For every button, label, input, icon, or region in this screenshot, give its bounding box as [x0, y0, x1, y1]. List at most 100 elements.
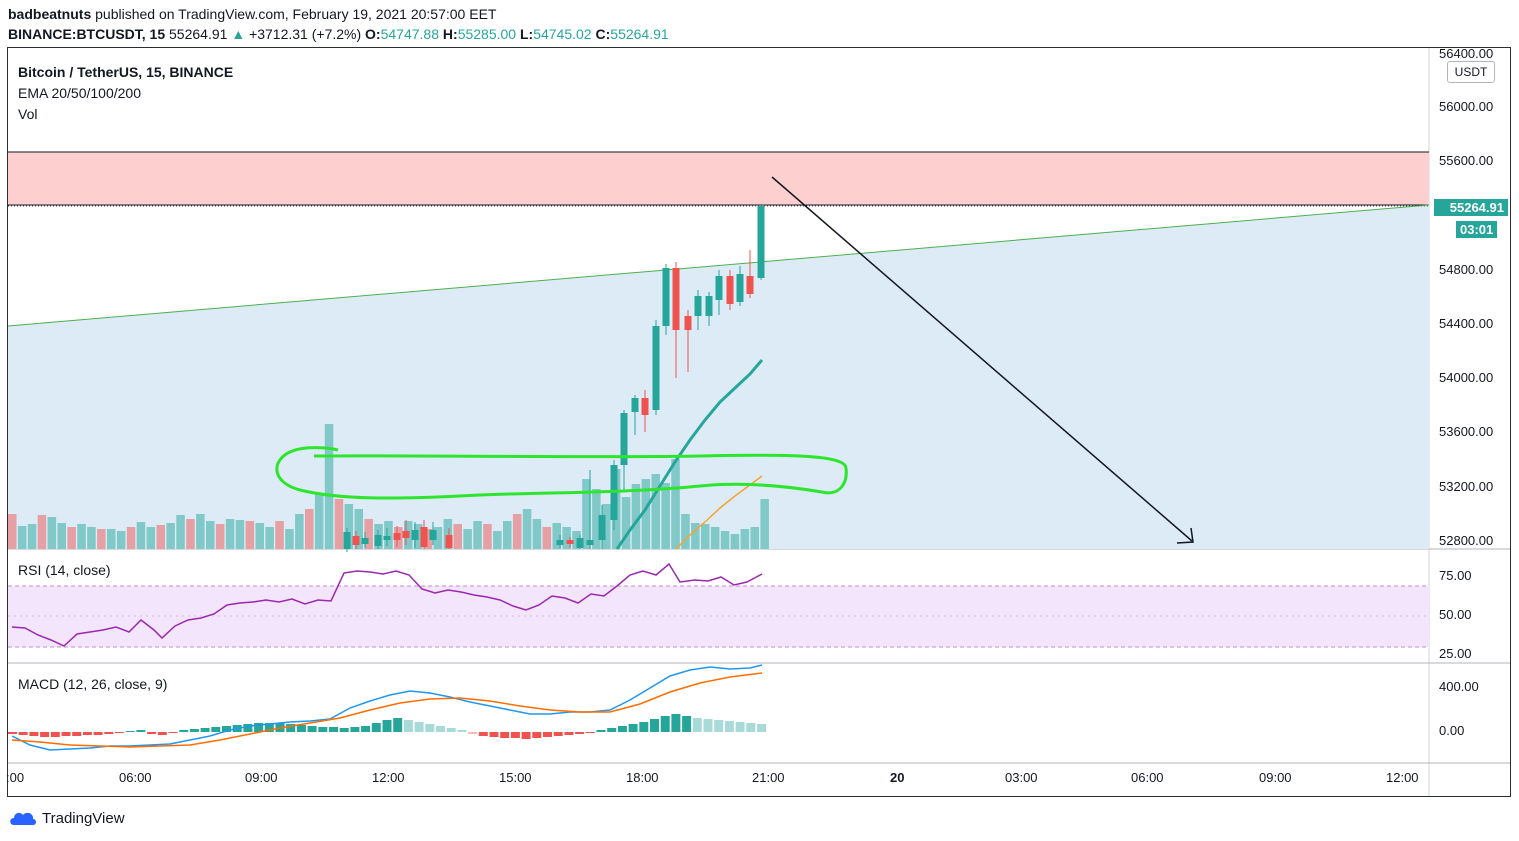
volume-bar: [641, 479, 651, 549]
ohlc-bar: BINANCE:BTCUSDT, 15 55264.91 ▲ +3712.31 …: [8, 26, 669, 42]
volume-bar: [255, 523, 264, 549]
candle-body: [420, 527, 428, 547]
volume-bar: [602, 504, 611, 549]
histogram-bar: [50, 732, 60, 737]
candle-body: [598, 515, 606, 540]
volume-bar: [532, 519, 542, 549]
price-tick-label: 56000.00: [1439, 99, 1494, 114]
high-label: H:: [442, 26, 458, 42]
candle-body: [672, 268, 680, 330]
volume-bar: [47, 517, 57, 549]
volume-bar: [77, 524, 86, 549]
candle-body: [726, 276, 734, 304]
volume-bar: [97, 529, 106, 549]
chart-frame[interactable]: [7, 47, 1511, 797]
trendline[interactable]: [7, 204, 1430, 327]
volume-bar: [473, 521, 482, 549]
histogram-bar: [222, 726, 231, 732]
symbol-label: BINANCE:BTCUSDT, 15: [8, 26, 166, 42]
candle-body: [694, 296, 702, 316]
author-name[interactable]: badbeatnuts: [8, 6, 92, 22]
chart-title[interactable]: Bitcoin / TetherUS, 15, BINANCE: [18, 64, 234, 80]
candle-body: [705, 296, 713, 316]
macd-tick-label: 400.00: [1439, 679, 1479, 694]
volume-bar: [295, 514, 304, 549]
volume-bar: [37, 515, 47, 549]
projection-arrow[interactable]: [771, 176, 1193, 542]
volume-bar: [582, 479, 591, 549]
volume-bar: [760, 499, 769, 549]
histogram-bar: [446, 728, 456, 732]
candle-body: [736, 274, 744, 302]
histogram-bar: [296, 725, 306, 732]
histogram-bar: [200, 728, 210, 732]
candle-body: [402, 531, 410, 538]
histogram-bar: [115, 732, 124, 733]
rsi-line: [11, 562, 763, 647]
candle-body: [662, 268, 670, 326]
volume-bar: [17, 526, 27, 549]
candle-body: [411, 530, 419, 540]
histogram-bar: [72, 732, 82, 736]
volume-bar: [621, 497, 631, 549]
volume-bar: [116, 531, 126, 549]
macd-legend[interactable]: MACD (12, 26, close, 9): [18, 676, 168, 692]
price-tick-label: 53600.00: [1439, 424, 1494, 439]
histogram-bar: [93, 732, 103, 735]
histogram-bar: [478, 732, 488, 736]
volume-bar: [542, 527, 552, 549]
volume-bar: [334, 499, 344, 549]
histogram-bar: [211, 727, 221, 732]
volume-bar: [305, 509, 314, 549]
candle-body: [746, 276, 754, 294]
macd-histogram: [8, 714, 766, 739]
price-tick-label: 53200.00: [1439, 479, 1494, 494]
histogram-bar: [746, 723, 756, 732]
histogram-bar: [18, 732, 28, 735]
candle-body: [652, 326, 660, 410]
candle-body: [576, 538, 584, 548]
histogram-bar: [735, 722, 745, 732]
signal-line: [11, 672, 763, 748]
volume-bar: [443, 519, 453, 549]
volume-bar: [364, 519, 373, 549]
publish-info: badbeatnuts published on TradingView.com…: [8, 6, 496, 22]
histogram-bar: [521, 732, 531, 739]
histogram-bar: [243, 724, 253, 732]
currency-label[interactable]: USDT: [1447, 61, 1495, 83]
candle-body: [631, 398, 639, 412]
tradingview-logo[interactable]: TradingView: [8, 809, 125, 827]
histogram-bar: [104, 732, 114, 734]
histogram-bar: [553, 732, 563, 736]
volume-bar: [176, 515, 185, 549]
histogram-bar: [329, 727, 338, 732]
volume-bar: [225, 519, 235, 549]
ema-legend[interactable]: EMA 20/50/100/200: [18, 85, 141, 101]
volume-bar: [324, 424, 334, 549]
histogram-bar: [585, 732, 595, 733]
candle-body: [383, 536, 391, 540]
histogram-bar: [575, 732, 585, 734]
last-price: 55264.91: [169, 26, 228, 42]
volume-bar: [750, 527, 759, 549]
time-tick-label: 09:00: [245, 770, 278, 785]
time-tick-label: 03:00: [1005, 770, 1038, 785]
vol-legend[interactable]: Vol: [18, 106, 38, 122]
macd-tick-label: 0.00: [1439, 723, 1465, 738]
histogram-bar: [157, 732, 167, 735]
last-price-badge: 55264.91: [1434, 199, 1508, 216]
histogram-bar: [61, 732, 71, 736]
histogram-bar: [607, 728, 617, 732]
histogram-bar: [125, 731, 135, 732]
histogram-bar: [682, 716, 692, 732]
rsi-legend[interactable]: RSI (14, close): [18, 562, 111, 578]
histogram-bar: [468, 732, 478, 734]
open-value: 54747.88: [380, 26, 440, 42]
hand-drawn-circle[interactable]: [275, 446, 848, 500]
time-tick-label: 21:00: [752, 770, 785, 785]
volume-bar: [8, 514, 17, 549]
volume-bar: [522, 509, 532, 549]
time-tick-label: 18:00: [626, 770, 659, 785]
histogram-bar: [714, 720, 724, 732]
